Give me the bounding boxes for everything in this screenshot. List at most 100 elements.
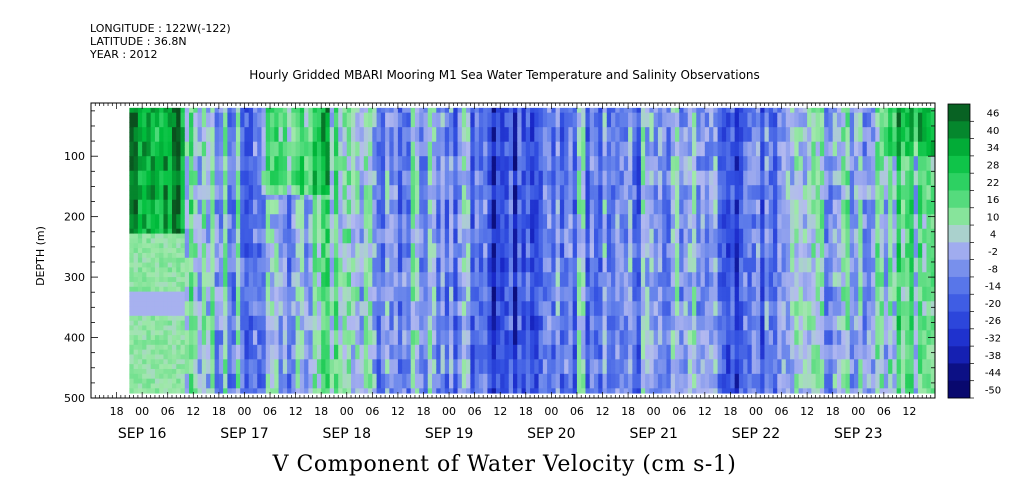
heatmap-cell (231, 170, 237, 176)
heatmap-cell (206, 238, 211, 244)
heatmap-cell (333, 175, 339, 181)
heatmap-cell (410, 117, 416, 123)
heatmap-cell (461, 151, 467, 157)
heatmap-cell (440, 364, 446, 370)
heatmap-cell (432, 339, 437, 346)
heatmap-cell (167, 335, 173, 341)
heatmap-cell (453, 272, 458, 278)
heatmap-cell (393, 373, 399, 380)
heatmap-cell (146, 330, 152, 336)
heatmap-cell (184, 281, 190, 288)
heatmap-cell (308, 364, 314, 370)
heatmap-cell (376, 243, 382, 249)
heatmap-cell (385, 194, 390, 201)
heatmap-cell (278, 243, 284, 249)
heatmap-cell (299, 117, 305, 123)
heatmap-cell (299, 136, 305, 143)
heatmap-cell (355, 383, 360, 389)
heatmap-cell (436, 359, 441, 365)
heatmap-cell (444, 330, 450, 336)
heatmap-cell (201, 368, 207, 375)
heatmap-cell (385, 170, 390, 176)
heatmap-cell (180, 267, 186, 273)
heatmap-cell (342, 277, 348, 283)
heatmap-cell (474, 248, 480, 254)
heatmap-cell (142, 194, 147, 201)
heatmap-cell (142, 117, 147, 123)
heatmap-cell (478, 262, 484, 268)
heatmap-cell (261, 151, 267, 157)
heatmap-cell (355, 277, 360, 283)
heatmap-cell (414, 151, 420, 157)
heatmap-cell (376, 194, 382, 201)
heatmap-cell (419, 320, 424, 326)
heatmap-cell (397, 291, 403, 297)
heatmap-cell (355, 165, 360, 172)
heatmap-cell (359, 141, 365, 147)
heatmap-cell (466, 219, 471, 225)
heatmap-cell (171, 190, 177, 196)
heatmap-cell (329, 243, 335, 249)
heatmap-cell (427, 161, 433, 167)
heatmap-cell (329, 238, 335, 244)
heatmap-cell (244, 315, 250, 322)
heatmap-cell (252, 180, 258, 186)
heatmap-cell (372, 364, 377, 370)
heatmap-cell (218, 170, 224, 176)
heatmap-cell (270, 257, 275, 263)
heatmap-cell (478, 204, 484, 210)
heatmap-cell (359, 165, 365, 172)
heatmap-cell (231, 248, 237, 254)
heatmap-cell (206, 180, 211, 186)
heatmap-cell (410, 219, 416, 225)
heatmap-cell (346, 277, 352, 283)
heatmap-cell (410, 354, 416, 360)
heatmap-cell (261, 117, 267, 123)
heatmap-cell (461, 320, 467, 326)
heatmap-cell (171, 320, 177, 326)
heatmap-cell (308, 233, 314, 239)
heatmap-cell (470, 243, 476, 249)
heatmap-cell (325, 281, 331, 288)
heatmap-cell (457, 117, 463, 123)
heatmap-cell (270, 238, 275, 244)
heatmap-cell (184, 315, 190, 322)
heatmap-cell (457, 272, 463, 278)
heatmap-cell (214, 194, 220, 201)
heatmap-cell (171, 378, 177, 384)
heatmap-cell (210, 344, 216, 351)
heatmap-cell (402, 161, 407, 167)
heatmap-cell (478, 388, 484, 394)
heatmap-cell (478, 233, 484, 239)
heatmap-cell (380, 146, 386, 152)
heatmap-cell (406, 306, 412, 312)
heatmap-cell (368, 156, 373, 162)
heatmap-cell (312, 209, 318, 215)
heatmap-cell (470, 354, 476, 360)
heatmap-cell (201, 286, 207, 293)
heatmap-cell (287, 146, 292, 152)
heatmap-cell (449, 161, 454, 167)
heatmap-cell (363, 359, 369, 365)
heatmap-cell (210, 146, 216, 152)
heatmap-cell (308, 315, 314, 322)
heatmap-cell (351, 136, 356, 143)
heatmap-cell (159, 262, 164, 268)
heatmap-cell (368, 388, 373, 394)
heatmap-cell (444, 301, 450, 307)
heatmap-cell (257, 368, 262, 375)
heatmap-cell (265, 112, 271, 118)
heatmap-cell (304, 349, 309, 355)
heatmap-cell (171, 262, 177, 268)
heatmap-cell (333, 233, 339, 239)
heatmap-cell (338, 310, 343, 317)
heatmap-cell (474, 180, 480, 186)
heatmap-cell (210, 127, 216, 133)
heatmap-cell (252, 243, 258, 249)
heatmap-cell (346, 354, 352, 360)
heatmap-cell (402, 170, 407, 176)
heatmap-cell (351, 156, 356, 162)
heatmap-cell (197, 310, 203, 317)
heatmap-cell (325, 117, 331, 123)
heatmap-cell (163, 170, 169, 176)
